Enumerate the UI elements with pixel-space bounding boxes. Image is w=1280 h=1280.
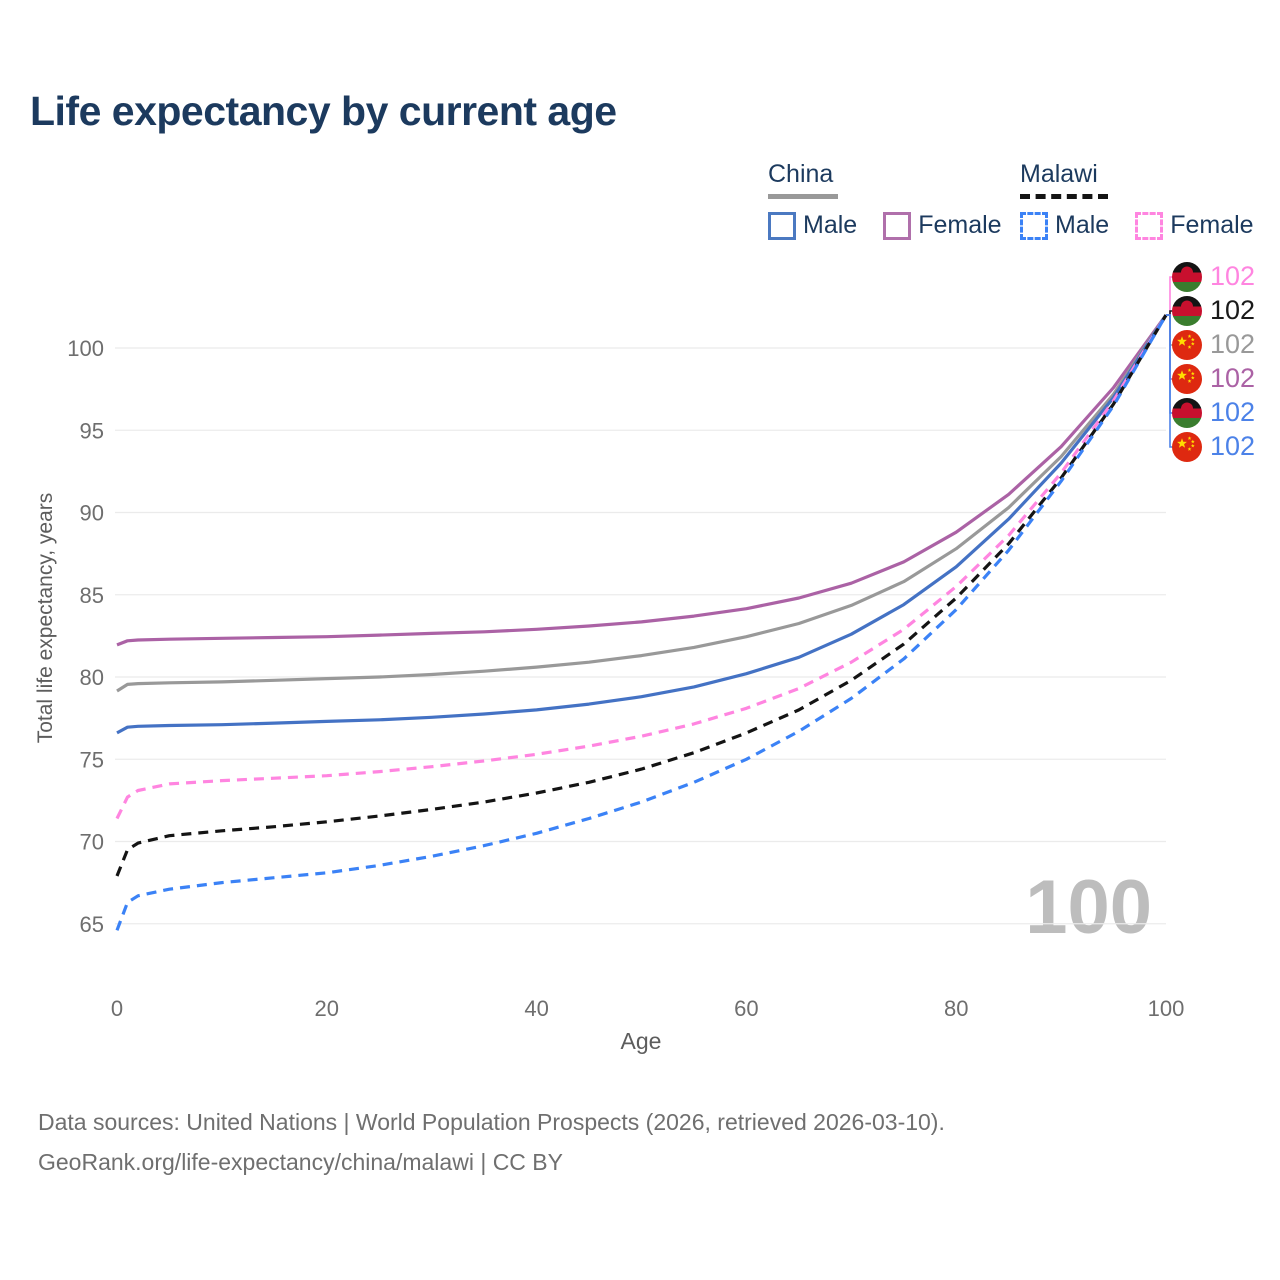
legend-country-malawi: Malawi (1020, 160, 1098, 188)
legend-items-china: Male Female (768, 211, 1002, 240)
series-line-china (116, 314, 1168, 693)
china-male-swatch (768, 211, 796, 240)
y-tick-label: 75 (80, 747, 104, 772)
end-label-connector (1166, 276, 1175, 316)
legend-item-label: Female (918, 211, 1002, 239)
legend-item-china-male[interactable]: Male (768, 211, 857, 240)
y-tick-label: 100 (67, 336, 104, 361)
end-label-connector (1166, 314, 1175, 448)
x-tick-label: 100 (1148, 996, 1185, 1021)
y-tick-label: 95 (80, 418, 104, 443)
series-line-malawi-female (115, 314, 1168, 820)
page-title: Life expectancy by current age (30, 88, 617, 134)
y-tick-label: 85 (80, 583, 104, 608)
series-line-china-male (116, 314, 1168, 735)
series-line-malawi (115, 314, 1168, 877)
y-tick-label: 90 (80, 501, 104, 526)
legend-item-china-female[interactable]: Female (883, 211, 1002, 240)
legend-item-label: Male (1055, 211, 1110, 239)
legend-group-malawi: Malawi Male Female (1020, 160, 1254, 240)
legend-item-malawi-male[interactable]: Male (1020, 211, 1109, 240)
footer-data-sources: Data sources: United Nations | World Pop… (38, 1109, 945, 1135)
x-tick-label: 60 (734, 996, 758, 1021)
legend-group-china: China Male Female (768, 160, 1002, 240)
x-tick-label: 80 (944, 996, 968, 1021)
legend-item-label: Male (803, 211, 858, 239)
legend-item-malawi-female[interactable]: Female (1135, 211, 1254, 240)
legend-country-china: China (768, 160, 834, 188)
malawi-male-swatch (1020, 211, 1048, 240)
y-tick-label: 65 (80, 912, 104, 937)
x-axis-title: Age (620, 1028, 662, 1054)
legend-china-line-swatch (768, 194, 838, 199)
x-tick-label: 20 (315, 996, 339, 1021)
x-tick-label: 0 (111, 996, 123, 1021)
series-line-china-female (116, 314, 1168, 647)
legend-item-label: Female (1170, 211, 1254, 239)
y-tick-label: 80 (80, 665, 104, 690)
y-tick-label: 70 (80, 830, 104, 855)
footer: Data sources: United Nations | World Pop… (38, 1102, 945, 1182)
age-watermark: 100 (1025, 865, 1152, 950)
china-female-swatch (883, 211, 912, 240)
series-line-malawi-male (115, 314, 1168, 931)
legend-malawi-line-swatch (1020, 194, 1108, 199)
legend-items-malawi: Male Female (1020, 211, 1254, 240)
footer-attribution: GeoRank.org/life-expectancy/china/malawi… (38, 1149, 563, 1175)
malawi-female-swatch (1135, 211, 1164, 240)
x-tick-label: 40 (524, 996, 548, 1021)
